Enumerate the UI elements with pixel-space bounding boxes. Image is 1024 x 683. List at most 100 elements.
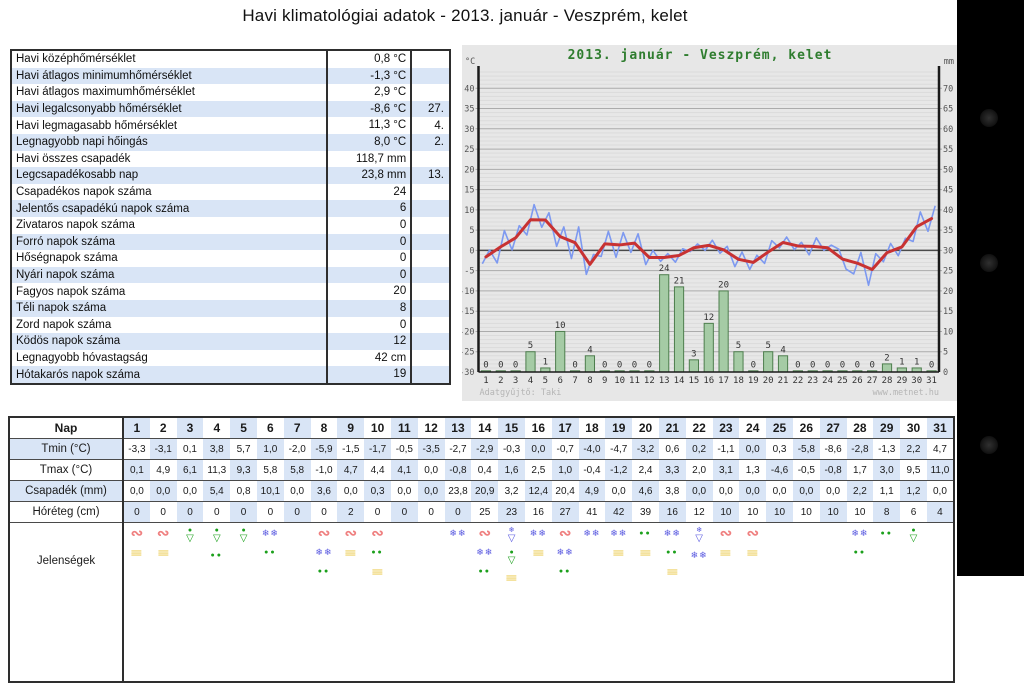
svg-text:0: 0 (869, 361, 874, 371)
day-header-cell: 5 (230, 417, 257, 439)
day-cell: 1,0 (256, 438, 284, 460)
day-cell: -3,5 (417, 438, 445, 460)
day-cell: 4,6 (632, 480, 659, 502)
stats-extreme-day: 4. (434, 119, 444, 132)
fog-icon: ∾ (371, 525, 384, 542)
svg-text:50: 50 (943, 165, 953, 175)
stats-label: Hőségnapok száma (16, 252, 118, 265)
mist-icon: ≡ (371, 564, 384, 579)
day-cell: 2,0 (685, 459, 713, 481)
day-cell: -5,8 (792, 438, 820, 460)
svg-text:20: 20 (943, 287, 953, 297)
daily-row-phenomena: Jelenségek ∾ ≡ ∾ ≡ ● ▽ ● ▽ ●● ● ▽ ❄❄ ●● ∾ ❄❄ ●● ∾ ≡ ∾ ●● ≡ ❄❄ ∾… (9, 522, 954, 682)
day-header-cell: 13 (444, 417, 472, 439)
day-cell: 4,7 (337, 459, 365, 481)
mist-icon: ≡ (719, 545, 732, 560)
svg-text:2: 2 (884, 353, 889, 363)
stats-label: Hótakarós napok száma (16, 368, 141, 381)
stats-row: Havi összes csapadék 118,7 mm (12, 150, 449, 168)
row-label: Tmin (°C) (9, 438, 124, 460)
chart-credit-right: www.metnet.hu (872, 388, 939, 398)
day-cell: 16 (524, 501, 552, 523)
day-header-cell: 6 (267, 421, 274, 435)
day-cell: 3,6 (310, 480, 338, 502)
phenomena-cell: ∾ ≡ (739, 522, 767, 682)
svg-text:16: 16 (703, 376, 714, 386)
fog-icon: ∾ (719, 525, 733, 542)
day-cell: 10 (739, 501, 767, 523)
svg-text:1: 1 (483, 376, 488, 386)
day-cell: 1,6 (498, 459, 525, 481)
svg-text:24: 24 (822, 376, 833, 386)
day-cell: 6,1 (176, 459, 204, 481)
day-cell: 1,7 (846, 459, 874, 481)
svg-text:11: 11 (629, 376, 640, 386)
stats-row: Forró napok száma 0 (12, 233, 449, 251)
phenomena-cell: ∾ ●● ≡ (364, 522, 391, 682)
svg-text:70: 70 (943, 84, 953, 94)
phenomena-cell: ∾ ≡ (337, 522, 365, 682)
svg-text:3: 3 (691, 349, 696, 359)
day-cell: 0,0 (926, 480, 954, 502)
rain-icon: ●● (853, 549, 867, 556)
svg-text:30: 30 (464, 125, 474, 135)
day-cell: 4 (926, 501, 954, 523)
day-header-cell: 16 (531, 421, 546, 435)
mist-icon: ≡ (157, 545, 170, 560)
phenomena-cell: ●● ≡ (632, 522, 659, 682)
daily-row-tmin: Tmin (°C) -3,3 -3,1 0,1 3,8 5,7 1,0 -2,0 -5,9 -1,… (9, 438, 954, 460)
day-cell: -5,9 (310, 438, 338, 460)
day-cell: -4,0 (578, 438, 606, 460)
svg-text:21: 21 (674, 276, 685, 286)
stats-row: Zord napok száma 0 (12, 316, 449, 334)
svg-text:23: 23 (807, 376, 818, 386)
svg-text:25: 25 (837, 376, 848, 386)
day-cell: 5,8 (256, 459, 284, 481)
stats-label: Jelentős csapadékú napok száma (16, 202, 190, 215)
stats-label: Havi legmagasabb hőmérséklet (16, 119, 178, 132)
stats-label: Nyári napok száma (16, 269, 115, 282)
stats-row: Havi átlagos minimumhőmérséklet -1,3 °C (12, 67, 449, 85)
day-cell: 0,0 (337, 480, 365, 502)
rain-icon: ●● (371, 549, 384, 556)
svg-text:-15: -15 (462, 307, 475, 317)
day-cell: 0,0 (176, 480, 204, 502)
day-cell: 0,0 (524, 438, 552, 460)
svg-text:35: 35 (464, 105, 474, 115)
fog-icon: ∾ (478, 525, 492, 542)
rain-icon: ●● (880, 530, 893, 537)
svg-text:10: 10 (614, 376, 625, 386)
day-cell: -1,2 (605, 459, 633, 481)
day-cell: 2,2 (900, 438, 927, 460)
stats-value: 8 (325, 299, 413, 317)
day-cell: 2,2 (846, 480, 874, 502)
row-label: Hóréteg (cm) (9, 501, 124, 523)
phenomena-cell: ● ▽ (900, 522, 927, 682)
stats-row: Hótakarós napok száma 19 (12, 366, 449, 383)
svg-text:30: 30 (911, 376, 922, 386)
phenomena-cell (417, 522, 445, 682)
day-cell: -2,7 (444, 438, 472, 460)
svg-text:6: 6 (557, 376, 562, 386)
svg-text:28: 28 (882, 376, 893, 386)
daily-row-csapadek: Csapadék (mm) 0,0 0,0 0,0 5,4 0,8 10,1 0,0 3,6 0,… (9, 480, 954, 502)
day-cell: 5,8 (283, 459, 311, 481)
mist-icon: ≡ (505, 570, 518, 585)
day-cell: 1,0 (551, 459, 579, 481)
svg-text:22: 22 (792, 376, 803, 386)
day-cell: 1,1 (873, 480, 901, 502)
chart-svg: 000511004000024213122050540000002110-300… (462, 45, 957, 401)
day-cell: 11,3 (203, 459, 231, 481)
day-header-cell: 23 (712, 417, 740, 439)
mist-icon: ≡ (612, 545, 625, 560)
row-label: Csapadék (mm) (9, 480, 124, 502)
phenomena-cell: ❄❄ ●● ≡ (658, 522, 686, 682)
stats-value: 6 (325, 200, 413, 217)
stats-label: Havi legalcsonyabb hőmérséklet (16, 103, 182, 116)
phenomena-cell: ❄❄ ≡ (524, 522, 552, 682)
fog-icon: ∾ (558, 525, 572, 542)
stats-value: 23,8 mm (325, 167, 413, 184)
day-cell: 0 (310, 501, 338, 523)
stats-value: -1,3 °C (325, 67, 413, 85)
svg-text:26: 26 (852, 376, 863, 386)
